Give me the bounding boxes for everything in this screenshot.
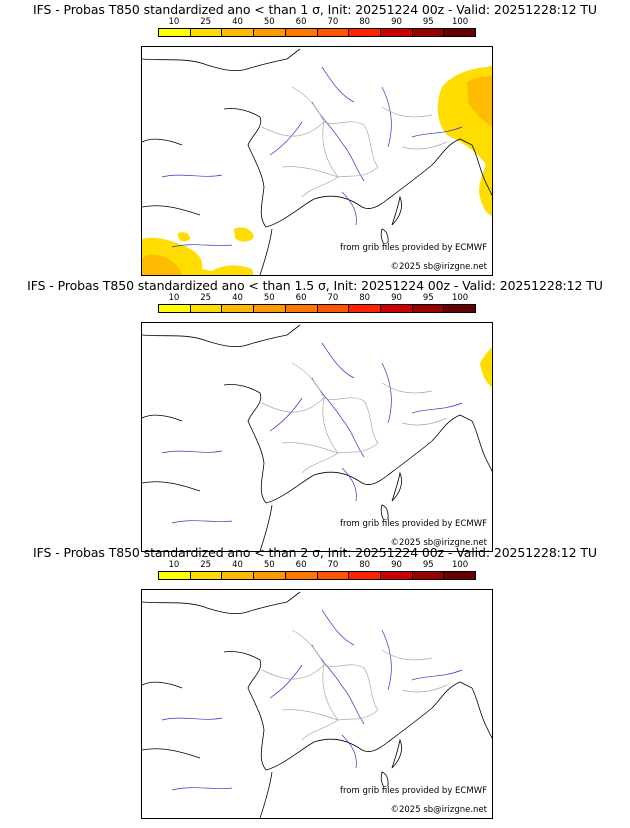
colorbar-tick-label: 80 [359,560,371,570]
map-canvas [142,324,492,551]
colorbar-tick-label: 50 [263,560,275,570]
colorbar-segment [159,572,191,579]
coastline [142,48,492,275]
map-canvas [142,591,492,818]
source-credit: from grib files provided by ECMWF [339,243,488,253]
colorbar-segment [349,29,381,36]
rivers [161,609,463,791]
colorbar-tick-label: 25 [200,17,212,27]
rivers [161,66,463,248]
source-credit: from grib files provided by ECMWF [339,786,488,796]
colorbar [158,28,476,37]
rivers [161,342,463,524]
colorbar-segment [380,572,413,579]
colorbar-segment [159,29,191,36]
colorbar-tick-label: 50 [263,17,275,27]
colorbar-tick-label: 10 [168,293,180,303]
colorbar-tick-label: 100 [451,293,469,303]
borders [261,86,448,198]
probability-map: from grib files provided by ECMWF ©2025 … [141,322,493,552]
colorbar-tick-label: 80 [359,17,371,27]
probability-map: from grib files provided by ECMWF ©2025 … [141,589,493,819]
colorbar-segment [285,29,318,36]
colorbar-tick-label: 90 [391,17,402,27]
colorbar-tick-label: 25 [200,293,212,303]
colorbar-segment [317,572,350,579]
colorbar-tick-label: 70 [327,560,339,570]
borders [261,629,448,741]
colorbar-tick-label: 10 [168,560,180,570]
colorbar-tick-label: 95 [422,560,434,570]
colorbar-tick-label: 95 [422,293,434,303]
copyright: ©2025 sb@irizgne.net [389,538,488,548]
colorbar-segment [412,29,445,36]
map-panel-3: IFS - Probas T850 standardized ano < tha… [0,543,630,819]
colorbar-tick-label: 60 [295,17,307,27]
colorbar-tick-label: 80 [359,293,371,303]
colorbar-segment [222,305,255,312]
panel-title: IFS - Probas T850 standardized ano < tha… [27,278,603,293]
probability-area-spain-core [142,254,182,275]
coastline [142,591,492,818]
colorbar-tick-label: 50 [263,293,275,303]
map-panel-2: IFS - Probas T850 standardized ano < tha… [0,276,630,552]
colorbar-tick-label: 40 [232,293,243,303]
colorbar-segment [190,29,223,36]
colorbar-segment [412,305,445,312]
colorbar-tick-label: 70 [327,17,339,27]
colorbar-tick-label: 40 [232,17,243,27]
colorbar-segment [380,305,413,312]
colorbar-labels: 10 25 40 50 60 70 80 90 95 100 [142,17,512,27]
colorbar-segment [222,572,255,579]
colorbar-segment [444,305,476,312]
colorbar-segment [285,572,318,579]
colorbar-segment [285,305,318,312]
coastline [142,324,492,551]
colorbar-tick-label: 10 [168,17,180,27]
colorbar-segment [222,29,255,36]
colorbar-segment [349,572,381,579]
colorbar-segment [380,29,413,36]
colorbar-segment [159,305,191,312]
borders [261,362,448,474]
probability-map: from grib files provided by ECMWF ©2025 … [141,46,493,276]
colorbar-segment [317,305,350,312]
colorbar-tick-label: 40 [232,560,243,570]
colorbar-segment [190,305,223,312]
colorbar [158,304,476,313]
probability-area-east-core [467,76,492,127]
probability-area-spot [234,227,254,242]
panel-title: IFS - Probas T850 standardized ano < tha… [33,545,597,560]
colorbar-tick-label: 100 [451,17,469,27]
colorbar-tick-label: 100 [451,560,469,570]
map-panel-1: IFS - Probas T850 standardized ano < tha… [0,0,630,276]
colorbar-segment [444,572,476,579]
colorbar-segment [254,29,286,36]
colorbar [158,571,476,580]
colorbar-segment [190,572,223,579]
colorbar-tick-label: 25 [200,560,212,570]
colorbar-segment [444,29,476,36]
colorbar-segment [254,305,286,312]
colorbar-labels: 10 25 40 50 60 70 80 90 95 100 [142,293,512,303]
colorbar-segment [412,572,445,579]
copyright: ©2025 sb@irizgne.net [389,262,488,272]
colorbar-tick-label: 95 [422,17,434,27]
colorbar-tick-label: 60 [295,560,307,570]
map-canvas [142,48,492,275]
colorbar-tick-label: 90 [391,560,402,570]
panel-title: IFS - Probas T850 standardized ano < tha… [33,2,597,17]
colorbar-tick-label: 90 [391,293,402,303]
probability-area-east [480,347,492,388]
copyright: ©2025 sb@irizgne.net [389,805,488,815]
colorbar-segment [349,305,381,312]
colorbar-tick-label: 60 [295,293,307,303]
source-credit: from grib files provided by ECMWF [339,519,488,529]
probability-area-spot-2 [178,232,190,242]
colorbar-tick-label: 70 [327,293,339,303]
colorbar-segment [317,29,350,36]
colorbar-segment [254,572,286,579]
colorbar-labels: 10 25 40 50 60 70 80 90 95 100 [142,560,512,570]
